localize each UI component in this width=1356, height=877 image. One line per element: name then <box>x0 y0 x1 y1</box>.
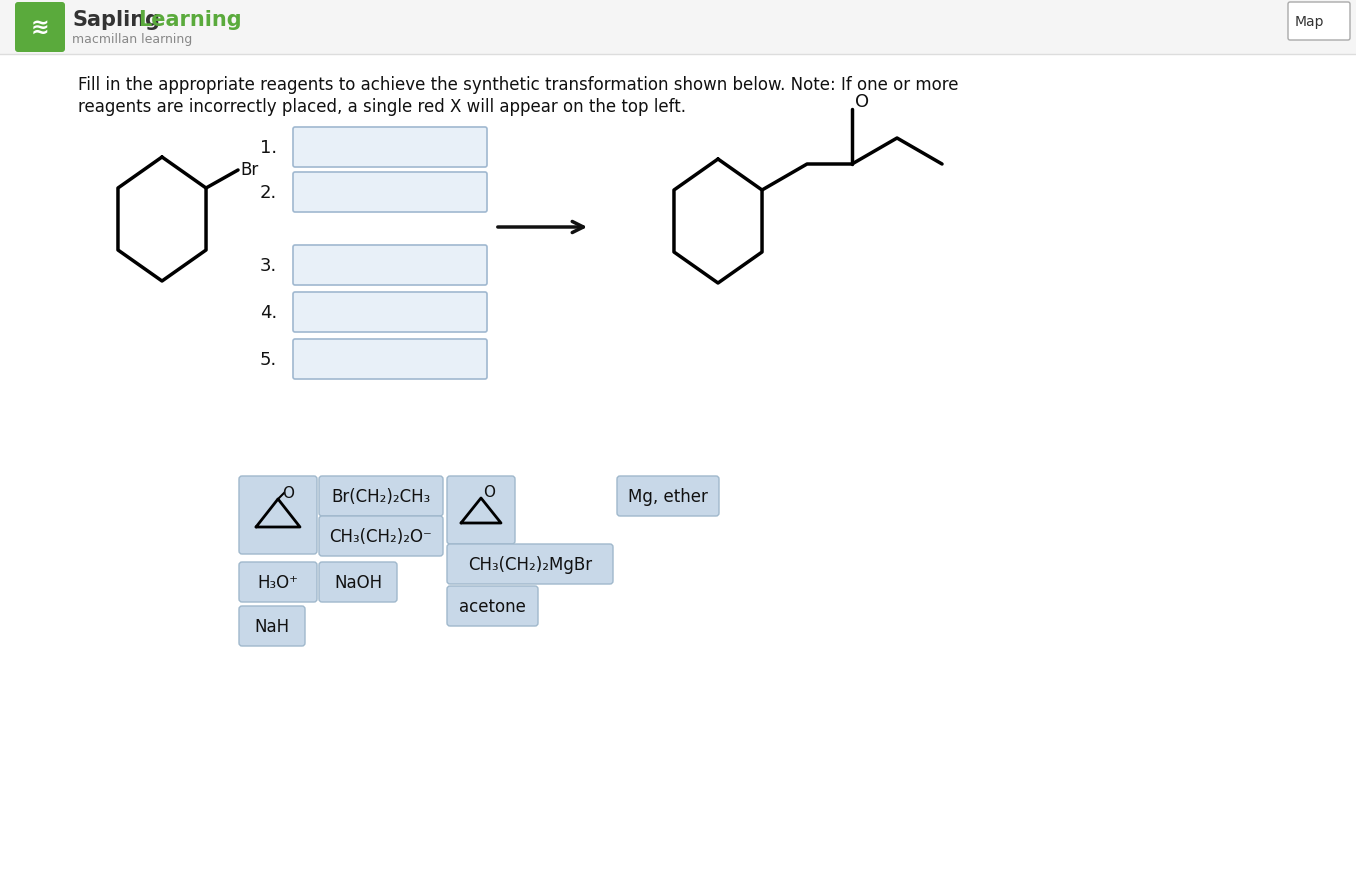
Text: Br: Br <box>240 160 258 179</box>
Text: macmillan learning: macmillan learning <box>72 33 193 46</box>
Text: Map: Map <box>1295 15 1325 29</box>
Bar <box>0 0 1356 55</box>
FancyBboxPatch shape <box>293 128 487 168</box>
Text: O: O <box>282 486 294 501</box>
FancyBboxPatch shape <box>293 173 487 213</box>
Text: ≋: ≋ <box>31 18 49 38</box>
FancyBboxPatch shape <box>1288 3 1351 41</box>
Text: NaOH: NaOH <box>334 574 382 591</box>
FancyBboxPatch shape <box>293 293 487 332</box>
FancyBboxPatch shape <box>617 476 719 517</box>
Text: CH₃(CH₂)₂MgBr: CH₃(CH₂)₂MgBr <box>468 555 593 574</box>
Text: Br(CH₂)₂CH₃: Br(CH₂)₂CH₃ <box>331 488 431 505</box>
FancyBboxPatch shape <box>319 476 443 517</box>
Text: 2.: 2. <box>260 184 277 202</box>
Text: Sapling: Sapling <box>72 10 160 30</box>
FancyBboxPatch shape <box>239 476 317 554</box>
Text: O: O <box>856 93 869 111</box>
Text: 1.: 1. <box>260 139 277 157</box>
Text: Fill in the appropriate reagents to achieve the synthetic transformation shown b: Fill in the appropriate reagents to achi… <box>79 76 959 94</box>
FancyBboxPatch shape <box>447 587 538 626</box>
FancyBboxPatch shape <box>15 3 65 53</box>
FancyBboxPatch shape <box>239 606 305 646</box>
Text: Mg, ether: Mg, ether <box>628 488 708 505</box>
FancyBboxPatch shape <box>239 562 317 602</box>
Text: 5.: 5. <box>260 351 277 368</box>
Text: reagents are incorrectly placed, a single red X will appear on the top left.: reagents are incorrectly placed, a singl… <box>79 98 686 116</box>
Text: acetone: acetone <box>460 597 526 616</box>
Text: O: O <box>483 485 495 500</box>
FancyBboxPatch shape <box>447 545 613 584</box>
Text: 4.: 4. <box>260 303 277 322</box>
FancyBboxPatch shape <box>293 339 487 380</box>
Text: CH₃(CH₂)₂O⁻: CH₃(CH₂)₂O⁻ <box>330 527 433 545</box>
Text: Learning: Learning <box>138 10 241 30</box>
FancyBboxPatch shape <box>447 476 515 545</box>
Text: 3.: 3. <box>260 257 277 275</box>
FancyBboxPatch shape <box>293 246 487 286</box>
FancyBboxPatch shape <box>319 562 397 602</box>
Text: NaH: NaH <box>255 617 290 635</box>
Text: H₃O⁺: H₃O⁺ <box>258 574 298 591</box>
FancyBboxPatch shape <box>319 517 443 556</box>
